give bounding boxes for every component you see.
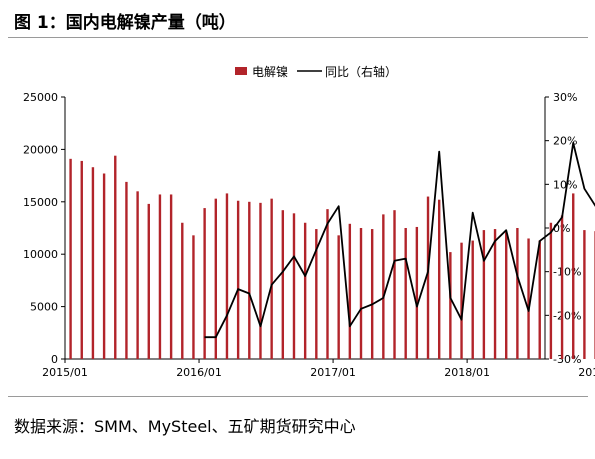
production-bar — [572, 193, 575, 359]
x-axis-tick-label: 2016/01 — [176, 366, 222, 379]
production-bar — [359, 228, 363, 359]
production-bar — [102, 173, 106, 359]
production-bar — [125, 181, 128, 359]
bar-series — [69, 155, 595, 359]
left-axis-tick-label: 0 — [51, 353, 58, 366]
production-bar — [248, 201, 251, 359]
right-axis-tick-label: -20% — [553, 309, 581, 322]
production-bar — [270, 198, 273, 359]
production-bar — [169, 194, 173, 359]
x-axis-tick-label: 2018/01 — [444, 366, 490, 379]
legend-bar-swatch — [235, 67, 247, 75]
production-bar — [337, 235, 340, 359]
yoy-line — [204, 142, 595, 339]
production-bar — [192, 235, 195, 359]
production-bar — [80, 160, 83, 359]
production-bar — [214, 198, 217, 359]
bottom-divider — [8, 396, 588, 397]
production-bar — [147, 203, 150, 359]
figure-title: 图 1：国内电解镍产量（吨） — [14, 13, 236, 33]
left-axis-tick-label: 10000 — [23, 248, 58, 261]
production-bar — [181, 222, 184, 359]
production-bar — [516, 228, 519, 359]
yoy-line-series — [204, 142, 595, 339]
right-axis-tick-label: 30% — [553, 91, 577, 104]
production-bar — [415, 226, 419, 359]
production-bar — [292, 213, 296, 359]
production-bar — [91, 167, 95, 359]
left-axis-tick-label: 5000 — [30, 301, 58, 314]
production-bar — [315, 229, 318, 359]
production-bar — [404, 228, 407, 359]
axes: 0500010000150002000025000-30%-20%-10%0%1… — [23, 91, 595, 379]
production-bar — [426, 196, 430, 359]
production-bar — [538, 240, 541, 359]
right-axis-tick-label: 10% — [553, 178, 577, 191]
production-bar — [449, 252, 452, 359]
production-bar — [281, 210, 285, 359]
production-bar — [549, 222, 553, 359]
production-bar — [527, 238, 530, 359]
production-bar — [158, 194, 162, 359]
production-bar — [236, 200, 240, 359]
production-bar — [259, 202, 262, 359]
production-bar — [303, 222, 307, 359]
production-bar — [560, 215, 564, 359]
legend: 电解镍 同比（右轴） — [235, 64, 397, 79]
left-axis-tick-label: 20000 — [23, 143, 58, 156]
production-bar — [460, 242, 463, 359]
production-bar — [393, 210, 396, 359]
production-bar — [136, 191, 139, 359]
production-bar — [225, 193, 229, 359]
production-bar — [203, 208, 206, 359]
production-bar — [493, 229, 497, 359]
source-note: 数据来源：SMM、MySteel、五矿期货研究中心 — [14, 417, 356, 436]
production-bar — [437, 199, 441, 359]
production-bar — [583, 230, 586, 359]
right-axis-tick-label: -30% — [553, 353, 581, 366]
production-bar — [114, 155, 117, 359]
x-axis-tick-label: 2017/01 — [310, 366, 356, 379]
x-axis-tick-label: 2019/01 — [578, 366, 595, 379]
production-bar — [69, 158, 72, 359]
production-bar — [471, 240, 474, 359]
production-bar — [370, 229, 374, 359]
production-bar — [348, 223, 352, 359]
left-axis-tick-label: 15000 — [23, 196, 58, 209]
production-bar — [482, 230, 486, 359]
title-divider — [8, 37, 588, 38]
production-bar — [326, 209, 329, 359]
right-axis-tick-label: 20% — [553, 135, 577, 148]
production-bar — [505, 232, 508, 359]
production-bar — [382, 214, 385, 359]
x-axis-tick-label: 2015/01 — [42, 366, 88, 379]
right-axis-tick-label: -10% — [553, 266, 581, 279]
left-axis-tick-label: 25000 — [23, 91, 58, 104]
legend-line-label: 同比（右轴） — [325, 64, 397, 79]
legend-bar-label: 电解镍 — [252, 65, 288, 79]
